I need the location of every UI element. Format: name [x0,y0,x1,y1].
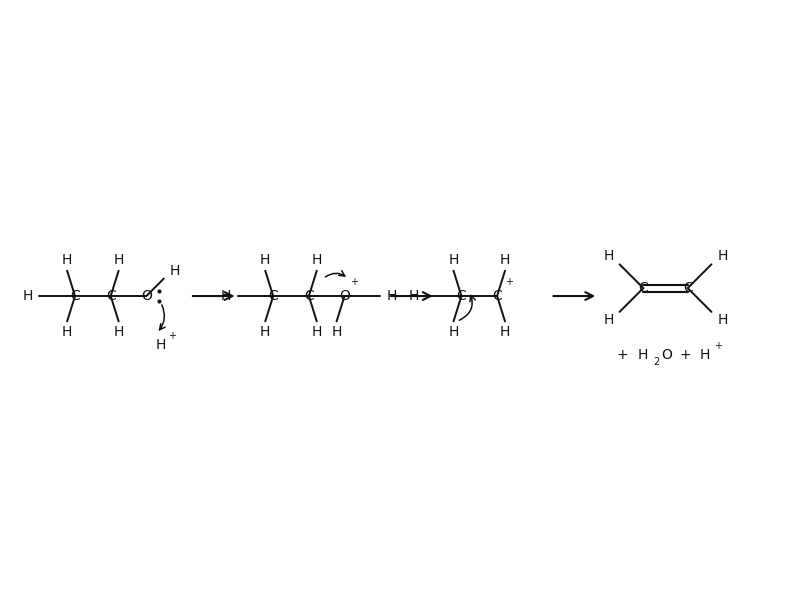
Text: H: H [699,349,710,362]
Text: H: H [311,325,322,340]
Text: H: H [311,253,322,266]
Text: +: + [350,277,358,287]
Text: H: H [448,253,458,266]
Text: H: H [62,253,72,266]
Text: +: + [168,331,176,341]
Text: H: H [387,289,398,303]
Text: O: O [661,349,672,362]
Text: +: + [679,349,691,362]
Text: +: + [505,277,513,287]
Text: 2: 2 [654,357,660,367]
Text: O: O [141,289,152,303]
Text: H: H [448,325,458,340]
Text: +: + [714,341,722,351]
Text: C: C [70,289,80,303]
Text: H: H [22,289,33,303]
Text: H: H [603,313,614,327]
Text: H: H [260,253,270,266]
Text: H: H [260,325,270,340]
Text: C: C [492,289,502,303]
Text: H: H [62,325,72,340]
Text: H: H [155,338,166,352]
Text: C: C [683,281,693,295]
Text: C: C [268,289,278,303]
Text: H: H [170,263,180,278]
Text: C: C [457,289,466,303]
Text: H: H [331,325,342,340]
Text: H: H [409,289,419,303]
Text: C: C [638,281,648,295]
Text: H: H [603,250,614,263]
Text: H: H [114,325,124,340]
Text: C: C [106,289,115,303]
Text: H: H [718,313,728,327]
Text: +: + [616,349,628,362]
Text: H: H [500,253,510,266]
Text: H: H [718,250,728,263]
Text: H: H [114,253,124,266]
Text: H: H [638,349,648,362]
Text: O: O [339,289,350,303]
Text: H: H [500,325,510,340]
Text: H: H [221,289,231,303]
Text: C: C [304,289,314,303]
